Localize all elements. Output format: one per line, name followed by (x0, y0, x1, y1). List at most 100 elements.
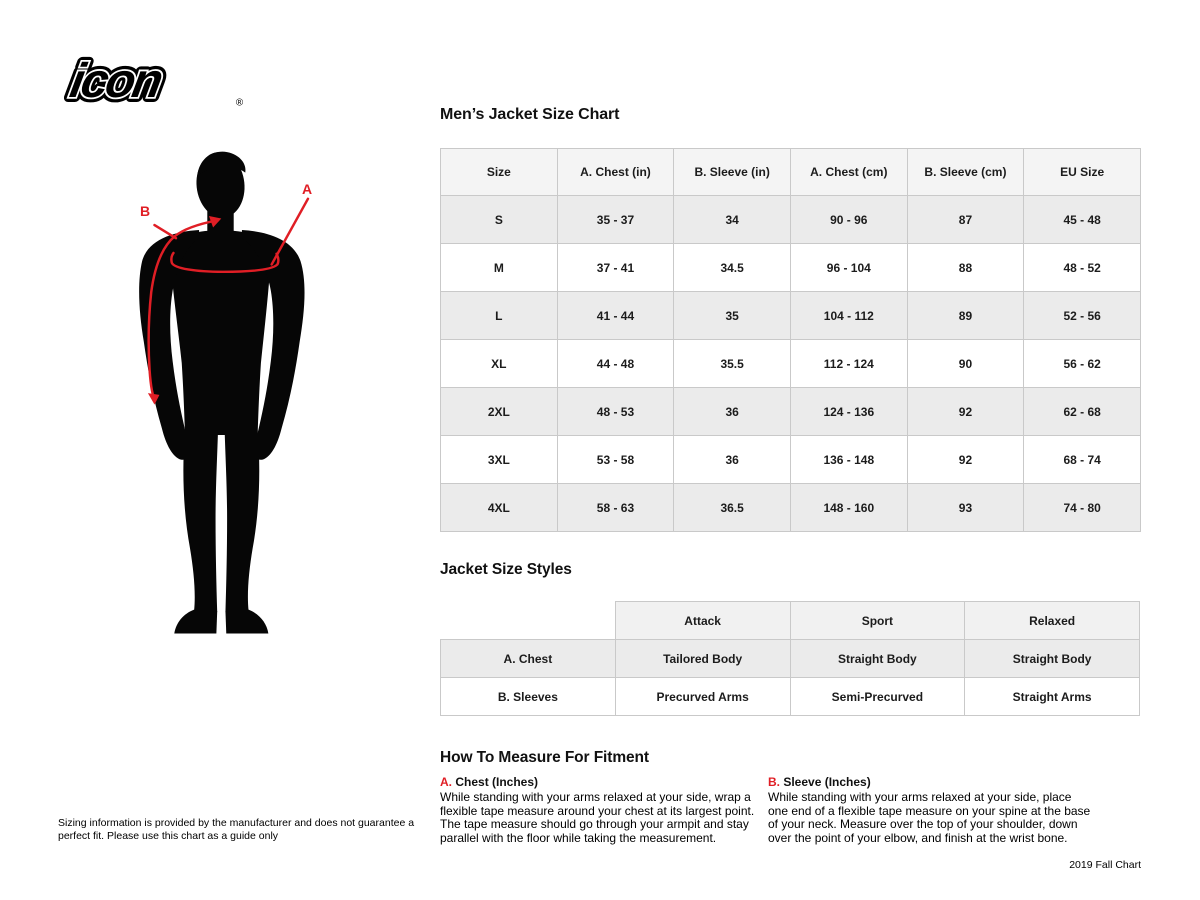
value-cell: 53 - 58 (556, 435, 675, 484)
male-silhouette (139, 151, 305, 634)
value-cell: 104 - 112 (789, 291, 908, 340)
disclaimer-text: Sizing information is provided by the ma… (58, 817, 415, 842)
measure-title: How To Measure For Fitment (440, 749, 649, 766)
measure-sleeve-instructions: B. Sleeve (Inches) While standing with y… (768, 775, 1092, 845)
column-header: B. Sleeve (in) (673, 148, 791, 196)
value-cell: Precurved Arms (614, 677, 791, 716)
value-cell: 124 - 136 (789, 387, 908, 436)
value-cell: 148 - 160 (789, 483, 908, 532)
row-label-cell: L (440, 291, 558, 340)
column-header: A. Chest (cm) (789, 148, 908, 196)
row-label-cell: A. Chest (440, 639, 616, 678)
sleeve-arrow-bottom (147, 393, 160, 405)
value-cell: 56 - 62 (1023, 339, 1141, 388)
value-cell: 45 - 48 (1023, 195, 1141, 244)
measure-sleeve-letter: B. (768, 775, 780, 789)
value-cell: 48 - 53 (556, 387, 675, 436)
value-cell: 92 (906, 387, 1025, 436)
measure-sleeve-label: Sleeve (Inches) (783, 775, 871, 789)
size-chart-title: Men’s Jacket Size Chart (440, 106, 620, 123)
value-cell: 37 - 41 (556, 243, 675, 292)
sleeve-measure-line (147, 218, 220, 399)
chest-label-a: A (302, 181, 313, 197)
column-header: B. Sleeve (cm) (906, 148, 1025, 196)
table-row: A. Chest Tailored Body Straight Body Straig… (440, 639, 1140, 678)
row-label-cell: S (440, 195, 558, 244)
chart-version: 2019 Fall Chart (1069, 859, 1141, 871)
value-cell: 88 (906, 243, 1025, 292)
measure-chest-label: Chest (Inches) (455, 775, 539, 789)
value-cell: 35.5 (673, 339, 791, 388)
value-cell: 36 (673, 387, 791, 436)
measure-chest-text: While standing with your arms relaxed at… (440, 790, 755, 845)
column-header: Relaxed (964, 601, 1140, 640)
value-cell: 74 - 80 (1023, 483, 1141, 532)
row-label-cell: 4XL (440, 483, 558, 532)
column-header: Sport (789, 601, 966, 640)
value-cell: 34.5 (673, 243, 791, 292)
table-row: M 37 - 41 34.5 96 - 104 88 48 - 52 (440, 243, 1141, 292)
value-cell: 58 - 63 (556, 483, 675, 532)
styles-title: Jacket Size Styles (440, 561, 572, 578)
styles-table-header-row: Attack Sport Relaxed (441, 601, 1140, 640)
table-row: B. Sleeves Precurved Arms Semi-Precurved St… (440, 677, 1140, 716)
table-row: S 35 - 37 34 90 - 96 87 45 - 48 (440, 195, 1141, 244)
value-cell: 68 - 74 (1023, 435, 1141, 484)
value-cell: 136 - 148 (789, 435, 908, 484)
table-row: 3XL 53 - 58 36 136 - 148 92 68 - 74 (440, 435, 1141, 484)
value-cell: 35 - 37 (556, 195, 675, 244)
logo-text: icon (66, 55, 165, 108)
table-row: XL 44 - 48 35.5 112 - 124 90 56 - 62 (440, 339, 1141, 388)
chest-measure-line (170, 251, 280, 274)
value-cell: 89 (906, 291, 1025, 340)
logo-outline-text: icon (66, 55, 165, 108)
column-header: Attack (614, 601, 791, 640)
value-cell: 90 (906, 339, 1025, 388)
sleeve-label-b: B (140, 203, 151, 219)
label-b-pointer-line (153, 223, 178, 240)
row-label-cell: XL (440, 339, 558, 388)
value-cell: 41 - 44 (556, 291, 675, 340)
column-header: Size (440, 148, 558, 196)
measure-chest-heading: A. Chest (Inches) (440, 775, 762, 789)
registered-mark: ® (236, 97, 244, 108)
value-cell: 36.5 (673, 483, 791, 532)
measure-chest-letter: A. (440, 775, 452, 789)
table-row: 2XL 48 - 53 36 124 - 136 92 62 - 68 (440, 387, 1141, 436)
measure-chest-instructions: A. Chest (Inches) While standing with yo… (440, 775, 762, 845)
body-measurement-figure: B A (138, 148, 336, 640)
logo-inline-text: icon (66, 55, 165, 108)
value-cell: 112 - 124 (789, 339, 908, 388)
arrowheads (147, 216, 222, 405)
label-a-pointer-line (270, 197, 310, 266)
value-cell: 93 (906, 483, 1025, 532)
measure-sleeve-heading: B. Sleeve (Inches) (768, 775, 1092, 789)
icon-logo: icon icon icon ® (56, 50, 252, 113)
table-row: 4XL 58 - 63 36.5 148 - 160 93 74 - 80 (440, 483, 1141, 532)
value-cell: 52 - 56 (1023, 291, 1141, 340)
value-cell: 35 (673, 291, 791, 340)
measurement-lines (147, 197, 310, 399)
row-label-cell: 2XL (440, 387, 558, 436)
icon-logo-graphic: icon icon icon ® (61, 50, 244, 113)
value-cell: Tailored Body (614, 639, 791, 678)
table-row: L 41 - 44 35 104 - 112 89 52 - 56 (440, 291, 1141, 340)
value-cell: 92 (906, 435, 1025, 484)
value-cell: 48 - 52 (1023, 243, 1141, 292)
value-cell: 90 - 96 (789, 195, 908, 244)
mens-jacket-size-table: Size A. Chest (in) B. Sleeve (in) A. Chest … (440, 148, 1141, 532)
value-cell: Straight Body (789, 639, 966, 678)
value-cell: 96 - 104 (789, 243, 908, 292)
value-cell: Straight Arms (964, 677, 1140, 716)
measure-sleeve-text: While standing with your arms relaxed at… (768, 790, 1091, 845)
value-cell: 87 (906, 195, 1025, 244)
row-label-cell: M (440, 243, 558, 292)
sleeve-arrow-top (208, 216, 222, 228)
value-cell: Straight Body (964, 639, 1140, 678)
value-cell: 34 (673, 195, 791, 244)
size-table-header-row: Size A. Chest (in) B. Sleeve (in) A. Chest … (440, 148, 1141, 196)
value-cell: Semi-Precurved (789, 677, 966, 716)
column-header: A. Chest (in) (556, 148, 675, 196)
blank-corner-cell (441, 602, 616, 640)
